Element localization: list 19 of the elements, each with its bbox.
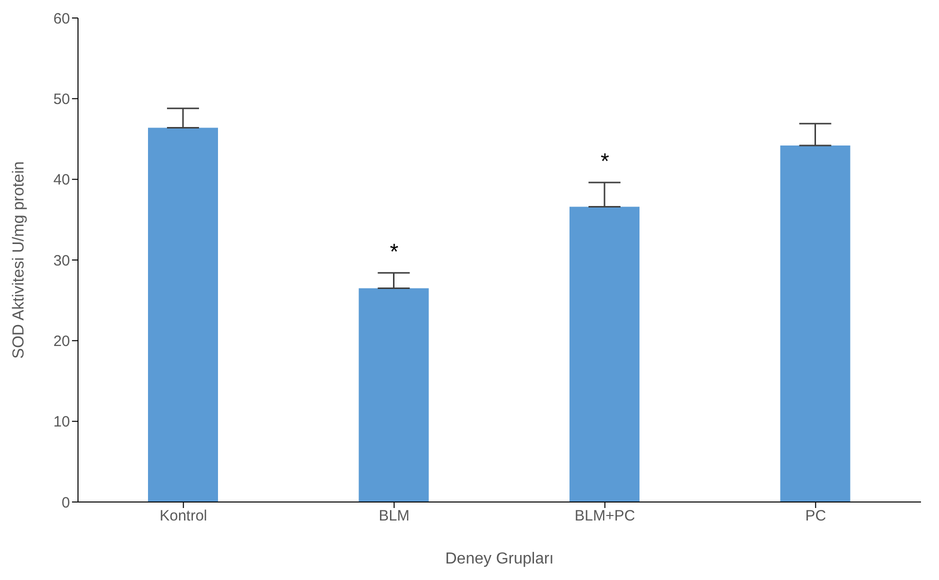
- annotation: *: [600, 148, 610, 174]
- x-tick-label: BLM: [378, 508, 410, 525]
- y-axis-title: SOD Aktivitesi U/mg protein: [10, 161, 28, 359]
- y-tick-label: 50: [53, 90, 70, 108]
- x-tick-label: Kontrol: [160, 508, 208, 525]
- bar: [148, 128, 218, 502]
- x-axis-title: Deney Grupları: [445, 550, 554, 568]
- bar: [780, 145, 850, 502]
- y-tick-label: 60: [53, 10, 70, 28]
- y-tick-label: 40: [53, 172, 70, 189]
- bar: [570, 206, 640, 502]
- y-tick-label: 20: [53, 332, 70, 350]
- annotation: *: [390, 238, 399, 264]
- y-tick-label: 30: [53, 252, 70, 270]
- x-tick-label: BLM+PC: [574, 508, 636, 525]
- x-tick-label: PC: [805, 508, 826, 525]
- y-tick-label: 10: [53, 414, 70, 431]
- y-tick-label: 0: [62, 494, 70, 512]
- bar: [358, 288, 429, 502]
